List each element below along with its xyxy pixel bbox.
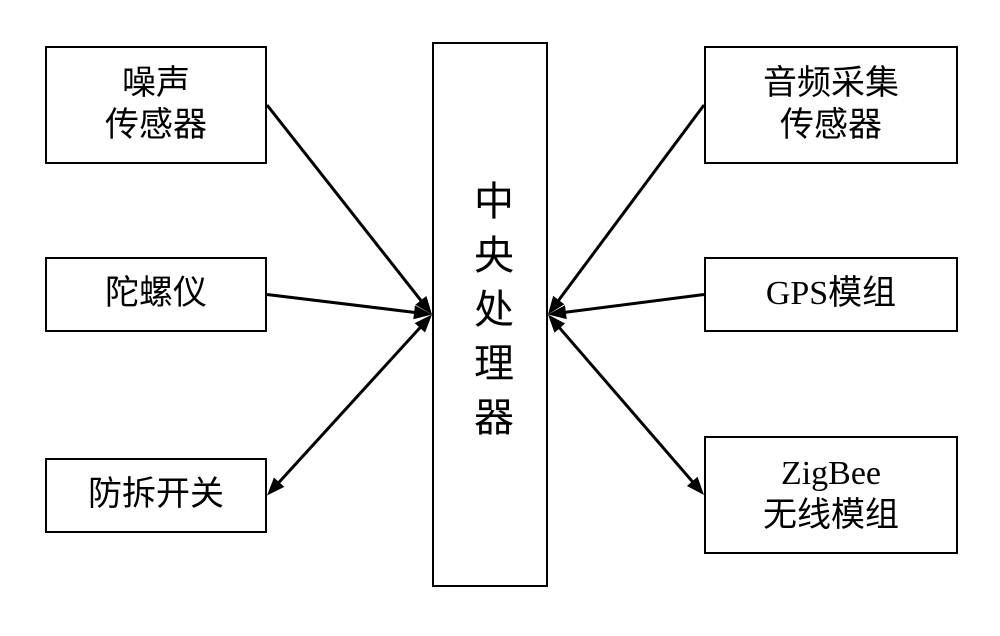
center-label: 中央处理器 xyxy=(461,180,519,450)
center-node: 中央处理器 xyxy=(432,42,548,587)
node-gyroscope: 陀螺仪 xyxy=(45,257,267,332)
node-label: 陀螺仪 xyxy=(105,273,207,316)
node-tamper-switch: 防拆开关 xyxy=(45,458,267,533)
node-label: 防拆开关 xyxy=(88,474,224,517)
node-label: GPS模组 xyxy=(766,273,896,316)
node-label: 音频采集 传感器 xyxy=(763,63,899,148)
node-label: 噪声 传感器 xyxy=(105,63,207,148)
node-gps-module: GPS模组 xyxy=(704,257,958,332)
node-zigbee-module: ZigBee 无线模组 xyxy=(704,436,958,554)
node-audio-sensor: 音频采集 传感器 xyxy=(704,46,958,164)
node-label: ZigBee 无线模组 xyxy=(763,453,899,538)
node-noise-sensor: 噪声 传感器 xyxy=(45,46,267,164)
